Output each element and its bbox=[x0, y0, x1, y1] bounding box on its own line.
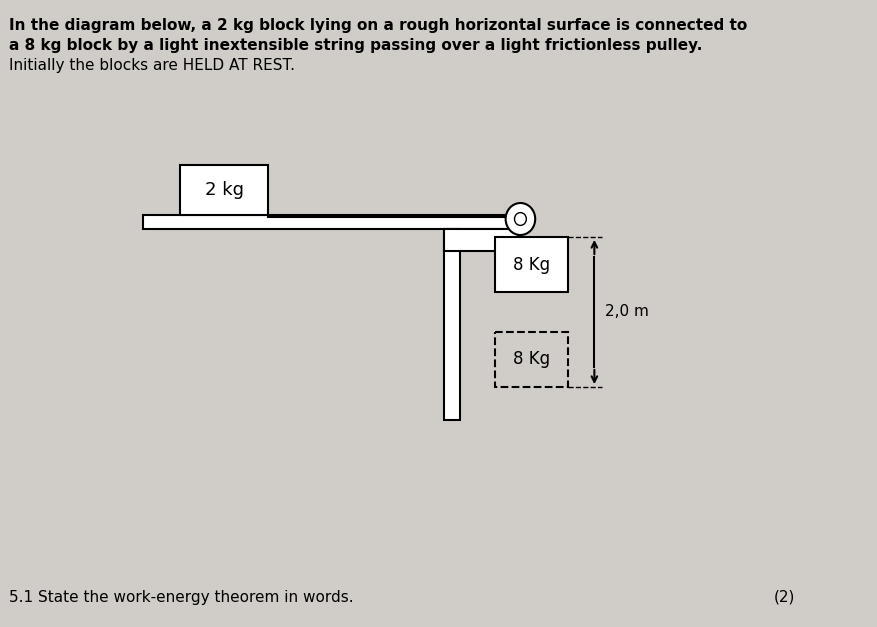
Bar bbox=[181, 165, 268, 215]
Bar bbox=[444, 229, 460, 420]
Text: 8 Kg: 8 Kg bbox=[513, 255, 550, 273]
Text: 2,0 m: 2,0 m bbox=[605, 305, 649, 320]
Bar bbox=[495, 332, 568, 387]
Text: a 8 kg block by a light inextensible string passing over a light frictionless pu: a 8 kg block by a light inextensible str… bbox=[10, 38, 702, 53]
Bar bbox=[444, 229, 517, 251]
Bar bbox=[143, 215, 517, 229]
Text: (2): (2) bbox=[774, 590, 795, 605]
Text: 8 Kg: 8 Kg bbox=[513, 350, 550, 369]
Circle shape bbox=[506, 203, 535, 235]
Text: 2 kg: 2 kg bbox=[204, 181, 244, 199]
Text: Initially the blocks are HELD AT REST.: Initially the blocks are HELD AT REST. bbox=[10, 58, 296, 73]
Bar bbox=[495, 237, 568, 292]
Text: 5.1 State the work-energy theorem in words.: 5.1 State the work-energy theorem in wor… bbox=[10, 590, 353, 605]
Text: In the diagram below, a 2 kg block lying on a rough horizontal surface is connec: In the diagram below, a 2 kg block lying… bbox=[10, 18, 747, 33]
Circle shape bbox=[515, 213, 526, 225]
